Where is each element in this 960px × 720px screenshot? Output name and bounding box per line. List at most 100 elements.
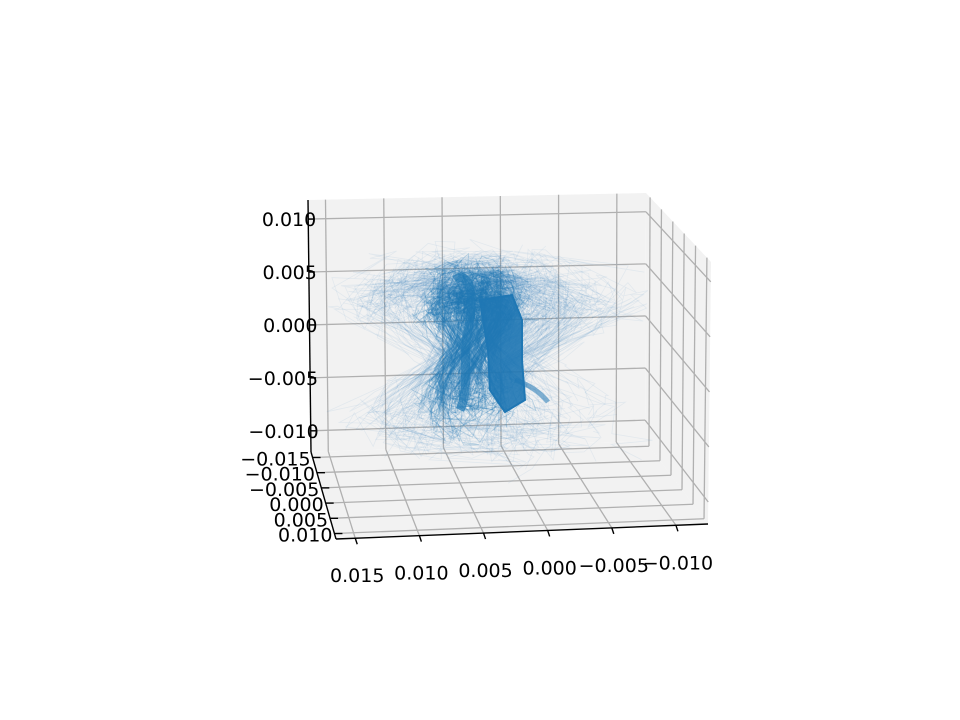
trajectory-strand: [481, 254, 564, 457]
grid-line-z-wall: [308, 263, 646, 273]
x-axis-line: [335, 523, 709, 540]
trajectory-strand: [356, 275, 560, 407]
trajectory-strand: [366, 255, 553, 436]
trajectory-strand: [434, 296, 500, 408]
grid-line-x-floor: [500, 445, 549, 531]
x-tick: [482, 532, 487, 540]
trajectory-strand: [394, 259, 465, 421]
trajectory-strand: [434, 265, 474, 386]
x-tick: [675, 525, 679, 532]
trajectory-strand: [438, 271, 507, 399]
y-tick-label: −0.010: [245, 464, 315, 486]
trajectory-strand: [427, 266, 488, 389]
grid-line-y-floor: [312, 445, 649, 459]
trajectory-strand: [494, 259, 570, 449]
trajectory-strand: [435, 259, 494, 359]
grid-line-y-floor: [316, 460, 661, 474]
trajectory-strand: [472, 263, 617, 453]
x-tick-label: 0.010: [394, 563, 448, 585]
trajectory-strand: [441, 252, 587, 409]
trajectory-strand: [347, 275, 509, 456]
trajectory-strand: [447, 284, 592, 415]
grid-line-x-wall: [441, 197, 445, 448]
trajectory-strand: [448, 307, 487, 413]
trajectory-strand: [508, 244, 560, 441]
trajectory-strand: [387, 277, 573, 425]
trajectory-strand: [420, 275, 618, 435]
y-tick-label: 0.010: [278, 525, 332, 547]
grid-line-z-side: [645, 263, 711, 338]
z-axis-line: [307, 199, 312, 453]
x-tick: [546, 530, 551, 537]
trajectory-strand: [439, 283, 503, 357]
trajectory-strand: [483, 275, 562, 453]
trajectory-strand: [352, 264, 519, 458]
tick-labels: 0.015 0.010 0.005 0.000 −0.005−0.0100.0100.0…: [240, 209, 713, 587]
trajectory-strand: [331, 239, 555, 391]
trajectory-strand: [429, 289, 470, 442]
trajectory-strand: [386, 271, 516, 463]
trajectory-strand: [386, 259, 546, 410]
trajectory-strand: [435, 254, 515, 391]
trajectory-strand: [439, 281, 467, 412]
trajectory-strand: [435, 295, 515, 380]
trajectory-strand: [443, 250, 531, 432]
trajectory-strand: [426, 264, 502, 449]
trajectory-core-left: [452, 273, 476, 413]
trajectory-strand: [410, 295, 486, 415]
trajectory-strand: [439, 299, 463, 420]
trajectory-strand: [450, 274, 563, 470]
trajectory-strand: [436, 291, 486, 406]
trajectory-strand: [435, 262, 466, 408]
trajectory-strand: [425, 265, 496, 377]
grid-line-x-floor: [442, 447, 485, 534]
grid-line-z-wall: [309, 315, 646, 326]
trajectory-strand: [427, 291, 462, 384]
z-tick-label: −0.010: [248, 421, 318, 443]
grid-line-x-floor: [615, 441, 677, 526]
trajectory-strand: [427, 301, 476, 404]
trajectory-strand: [414, 272, 648, 415]
trajectory-strand: [459, 290, 620, 447]
trajectory-strand: [378, 296, 593, 452]
grid-line-z-wall: [310, 419, 646, 432]
trajectory-strand: [427, 288, 499, 411]
trajectory-strand: [377, 254, 485, 422]
trajectory-strand: [429, 261, 466, 372]
grid-line-x-wall: [615, 193, 618, 442]
grid-line-x-wall: [383, 198, 387, 450]
trajectory-strand: [434, 285, 470, 393]
grid-line-y-side: [692, 245, 697, 505]
trajectory-strand: [444, 292, 476, 377]
trajectory-strand: [416, 273, 594, 451]
trajectory-strand: [388, 262, 571, 484]
trajectory-strand: [438, 252, 553, 409]
trajectory-strand: [365, 259, 503, 429]
grid-line-z-side: [645, 315, 711, 393]
grid-line-x-floor: [385, 449, 420, 536]
grid-line-z-side: [644, 419, 709, 503]
trajectory-strand: [376, 253, 523, 459]
trajectory-strand: [415, 270, 480, 412]
trajectory-strand: [417, 268, 590, 425]
trajectory-strand: [400, 254, 531, 447]
trajectory-strand: [331, 253, 529, 453]
trajectory-strand: [440, 288, 461, 399]
trajectory-strand: [494, 270, 588, 455]
z-tick-label: 0.010: [262, 209, 316, 231]
grid-line-x-floor: [327, 451, 356, 539]
grid-line-y-side: [659, 209, 663, 461]
grid-line-y-floor: [325, 489, 683, 504]
trajectory-strand: [457, 279, 513, 406]
trajectory-strand: [436, 255, 543, 452]
trajectory-strand: [420, 276, 608, 428]
trajectory-strand: [426, 276, 473, 417]
z-tick-label: −0.005: [248, 368, 318, 390]
trajectory-cloud: [326, 239, 653, 484]
trajectory-strand: [431, 281, 488, 395]
trajectory-strand: [356, 260, 561, 438]
grid-line-z-side: [644, 367, 710, 448]
trajectory-strand: [430, 288, 463, 402]
grid-line-z-wall: [308, 211, 646, 220]
trajectory-strand: [438, 257, 552, 451]
